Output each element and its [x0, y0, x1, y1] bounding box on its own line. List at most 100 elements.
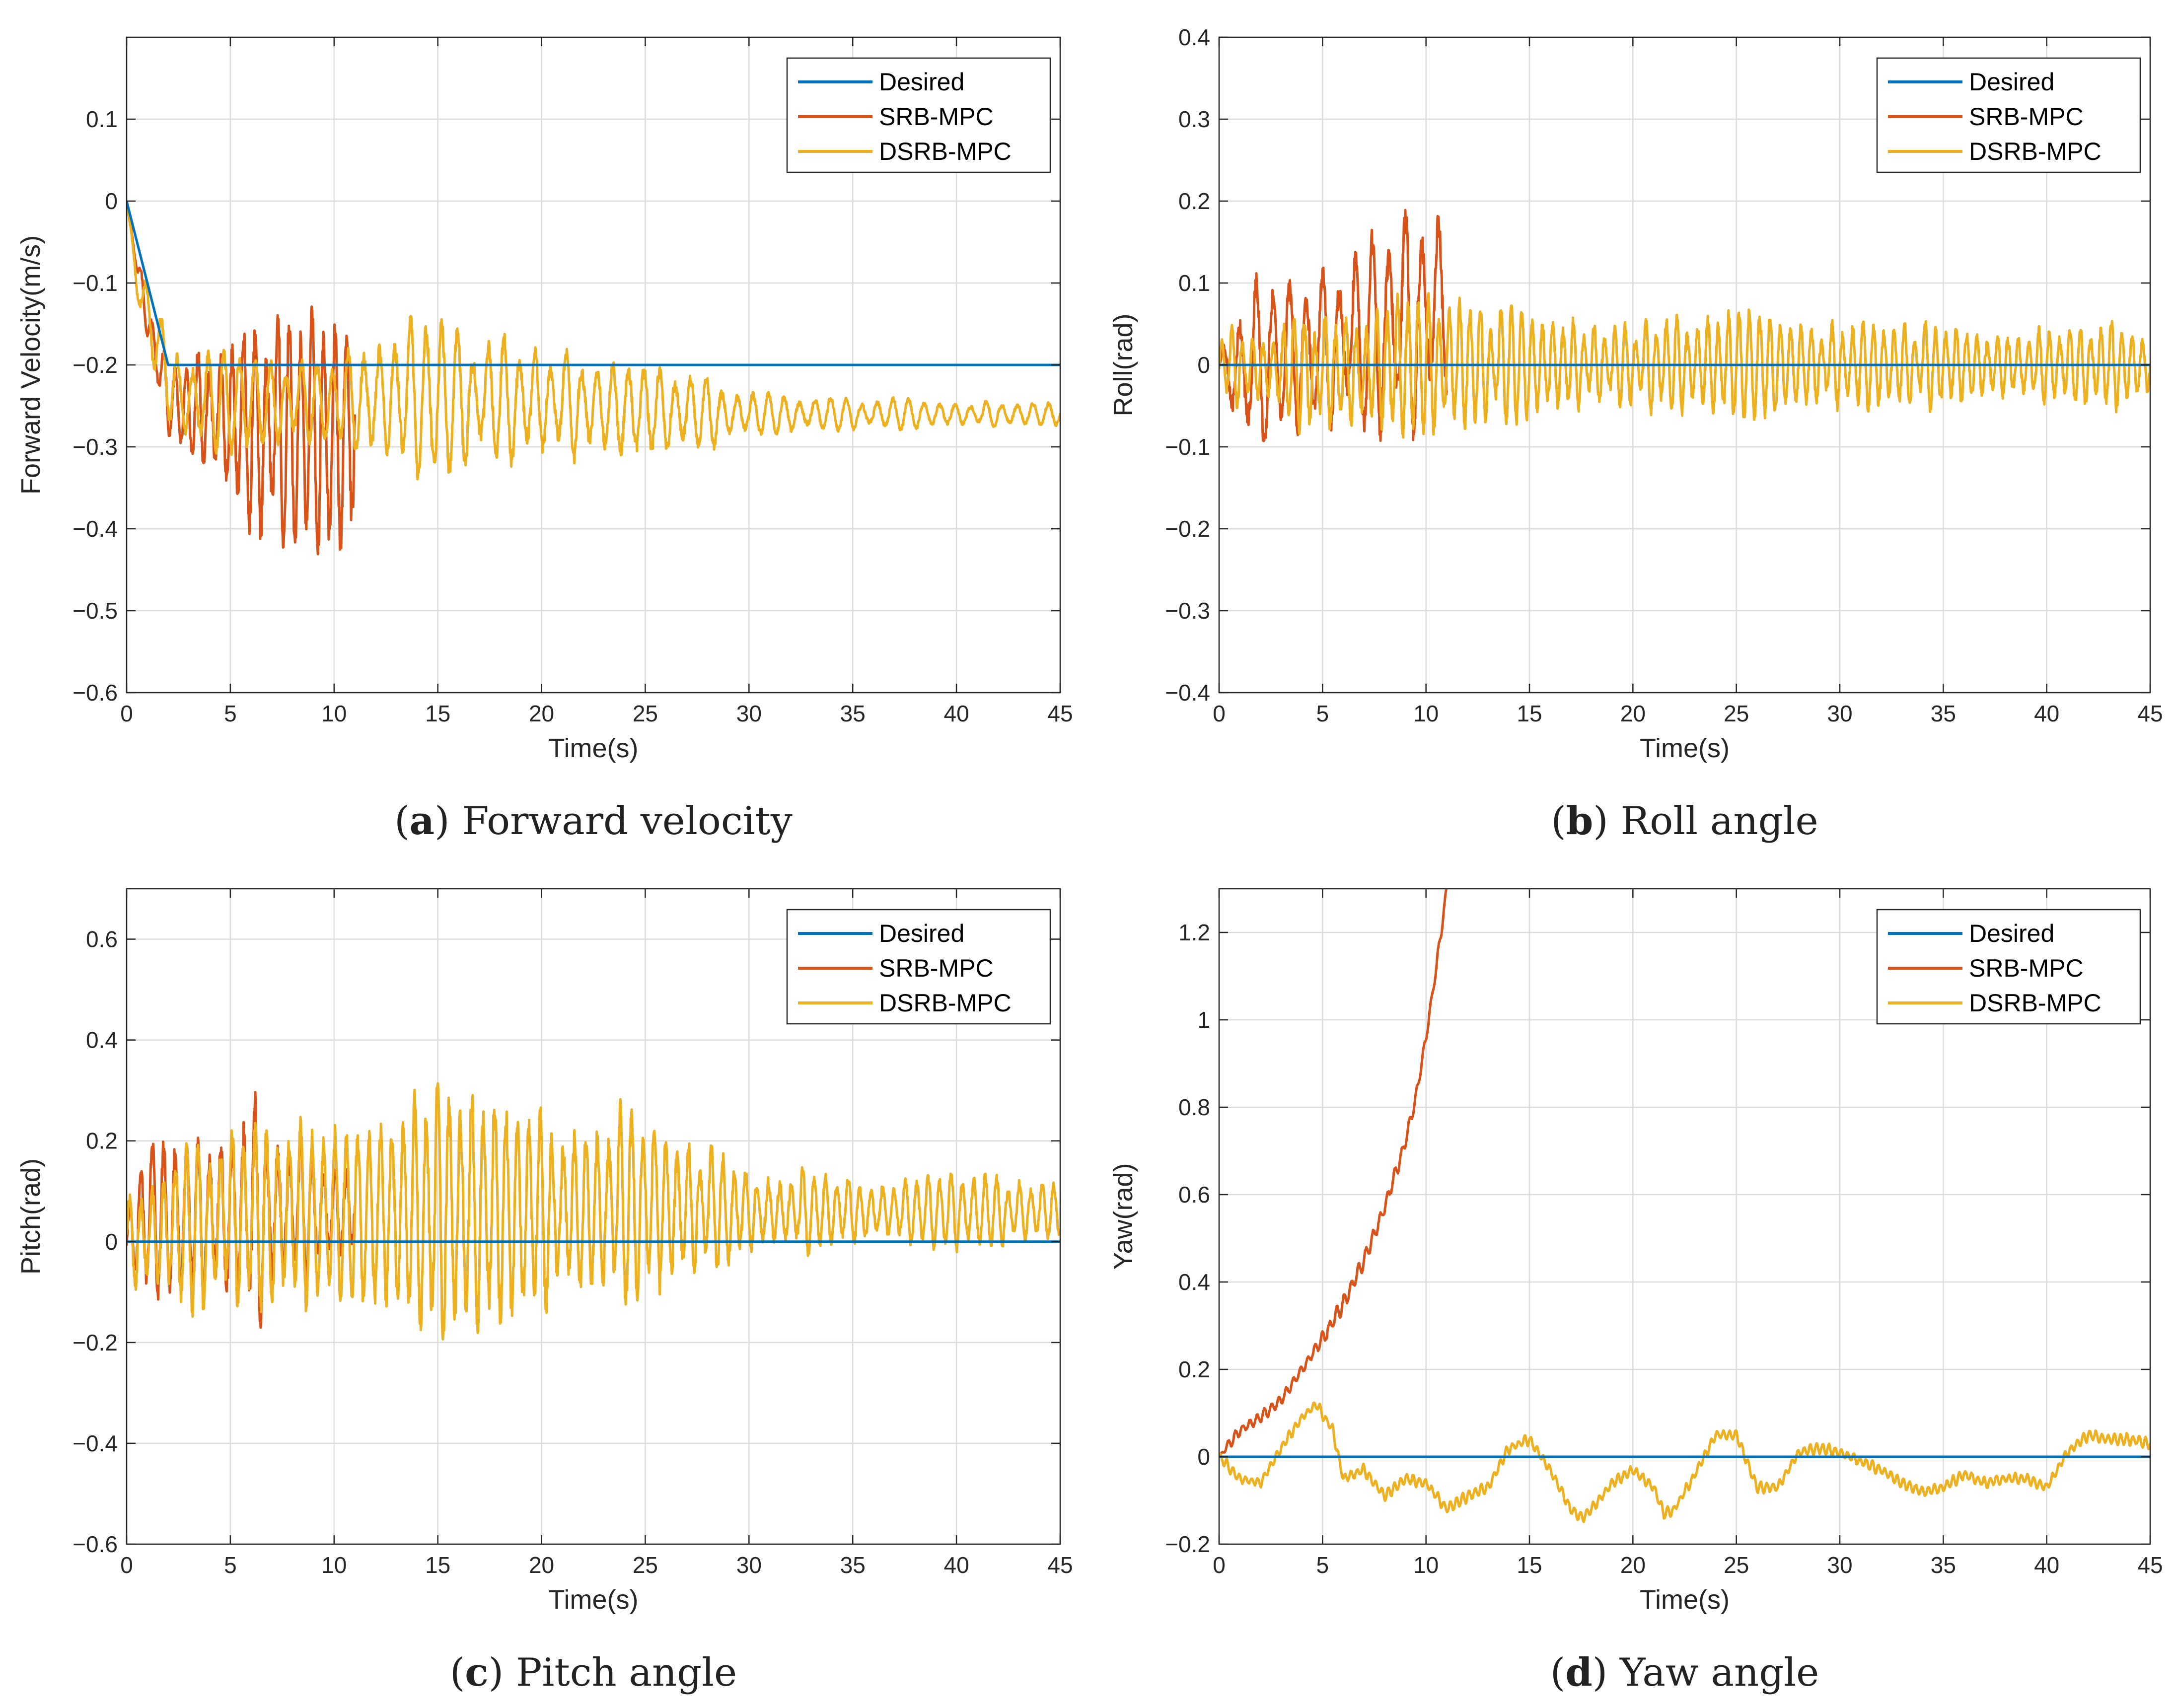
series-line-desired	[127, 201, 1060, 366]
x-tick-label: 35	[1931, 1552, 1956, 1578]
x-tick-label: 10	[321, 1552, 347, 1578]
x-tick-label: 15	[425, 1552, 450, 1578]
y-axis-label: Yaw(rad)	[1108, 1163, 1138, 1270]
caption-letter: d	[1565, 1650, 1593, 1695]
legend-entry: Desired	[1969, 68, 2054, 96]
x-tick-label: 30	[736, 1552, 762, 1578]
caption-paren: (	[1551, 799, 1566, 844]
legend-entry: DSRB-MPC	[879, 989, 1012, 1017]
y-tick-label: −0.6	[72, 1531, 118, 1557]
x-tick-label: 0	[1213, 701, 1226, 726]
x-axis-label: Time(s)	[549, 733, 639, 763]
y-tick-label: −0.4	[72, 1430, 118, 1456]
y-tick-label: −0.1	[1165, 434, 1210, 460]
y-tick-label: 0.4	[1178, 24, 1210, 50]
y-tick-label: 0	[105, 188, 118, 214]
caption-text: Forward velocity	[450, 799, 793, 844]
legend: Desired SRB-MPC DSRB-MPC	[786, 57, 1051, 173]
legend-entry: SRB-MPC	[1969, 954, 2084, 982]
y-tick-label: 0.2	[1178, 188, 1210, 214]
y-tick-label: −0.1	[72, 270, 118, 296]
legend-entry: DSRB-MPC	[879, 138, 1012, 165]
y-tick-label: 1.2	[1178, 920, 1210, 945]
legend-entry: Desired	[879, 920, 964, 947]
x-tick-label: 35	[1931, 701, 1956, 726]
x-tick-label: 0	[1213, 1552, 1226, 1578]
series-group	[1219, 889, 2150, 1523]
series-group	[127, 1082, 1060, 1341]
caption-letter: a	[410, 798, 435, 844]
y-tick-label: 0.2	[86, 1128, 118, 1154]
panel-caption: (b) Roll angle	[1551, 798, 1818, 844]
series-line-dsrb-mpc	[127, 1082, 1060, 1341]
y-tick-label: −0.2	[72, 352, 118, 378]
y-tick-label: 1	[1197, 1007, 1210, 1033]
x-tick-label: 30	[1827, 701, 1852, 726]
y-tick-label: −0.5	[72, 598, 118, 624]
legend: Desired SRB-MPC DSRB-MPC	[1876, 57, 2141, 173]
x-tick-label: 15	[1517, 701, 1542, 726]
caption-paren: )	[1593, 1650, 1607, 1695]
y-tick-label: −0.3	[72, 434, 118, 460]
y-tick-label: 0.8	[1178, 1094, 1210, 1120]
y-tick-label: 0.1	[86, 106, 118, 132]
legend: Desired SRB-MPC DSRB-MPC	[786, 909, 1051, 1025]
x-tick-label: 45	[2137, 701, 2163, 726]
x-tick-label: 5	[224, 1552, 237, 1578]
y-tick-label: 0.6	[86, 926, 118, 952]
panel-d: 0 5 10 15 20 25 30 35 40 45−0.200.20.40.60.811.2T…	[1108, 888, 2163, 1695]
caption-text: Pitch angle	[504, 1650, 737, 1695]
legend-entry: Desired	[879, 68, 964, 96]
x-tick-label: 40	[944, 701, 969, 726]
y-tick-label: 0.3	[1178, 106, 1210, 132]
series-line-srb-mpc	[1219, 889, 1448, 1458]
x-tick-label: 35	[840, 701, 866, 726]
x-tick-label: 45	[1047, 701, 1073, 726]
x-tick-label: 20	[529, 701, 554, 726]
axes-frame	[126, 888, 1061, 1545]
y-tick-label: −0.2	[72, 1330, 118, 1355]
x-tick-label: 10	[321, 701, 347, 726]
x-tick-label: 45	[1047, 1552, 1073, 1578]
x-tick-label: 5	[1316, 701, 1329, 726]
x-tick-label: 10	[1413, 701, 1439, 726]
caption-paren: )	[489, 1650, 504, 1695]
caption-paren: (	[1550, 1650, 1565, 1695]
x-tick-label: 25	[1724, 1552, 1749, 1578]
y-tick-label: 0.4	[86, 1027, 118, 1053]
y-axis-label: Pitch(rad)	[16, 1158, 46, 1275]
caption-paren: )	[1593, 799, 1608, 844]
x-tick-label: 0	[120, 1552, 133, 1578]
panel-caption: (d) Yaw angle	[1550, 1650, 1819, 1695]
y-tick-label: 0	[105, 1229, 118, 1255]
x-tick-label: 5	[224, 701, 237, 726]
panel-c: 0 5 10 15 20 25 30 35 40 45 −0.6 −0.4 −0.2 0 0.2 0.4 0.6…	[16, 888, 1073, 1695]
y-axis-label: Forward Velocity(m/s)	[16, 235, 46, 495]
panel-caption: (c) Pitch angle	[450, 1650, 737, 1695]
x-tick-label: 35	[840, 1552, 866, 1578]
x-tick-label: 5	[1316, 1552, 1329, 1578]
legend-entry: DSRB-MPC	[1969, 989, 2102, 1017]
x-axis-label: Time(s)	[549, 1585, 639, 1615]
y-tick-label: 0	[1197, 352, 1210, 378]
caption-text: Yaw angle	[1607, 1650, 1819, 1695]
caption-letter: b	[1566, 798, 1594, 844]
caption-paren: (	[394, 799, 409, 844]
x-tick-label: 25	[633, 1552, 658, 1578]
x-tick-label: 20	[529, 1552, 554, 1578]
x-axis-label: Time(s)	[1640, 733, 1730, 763]
caption-text: Roll angle	[1608, 799, 1818, 844]
series-line-dsrb-mpc	[1219, 1401, 2150, 1523]
series-group	[127, 201, 1060, 556]
y-tick-label: 0.2	[1178, 1356, 1210, 1382]
panel-caption: (a) Forward velocity	[394, 798, 793, 844]
y-tick-label: −0.2	[1165, 1531, 1210, 1557]
x-tick-label: 40	[2034, 1552, 2059, 1578]
y-tick-label: 0.6	[1178, 1182, 1210, 1208]
caption-letter: c	[465, 1650, 489, 1695]
x-tick-label: 30	[1827, 1552, 1852, 1578]
x-tick-label: 25	[1724, 701, 1749, 726]
x-tick-label: 30	[736, 701, 762, 726]
x-tick-label: 10	[1413, 1552, 1439, 1578]
